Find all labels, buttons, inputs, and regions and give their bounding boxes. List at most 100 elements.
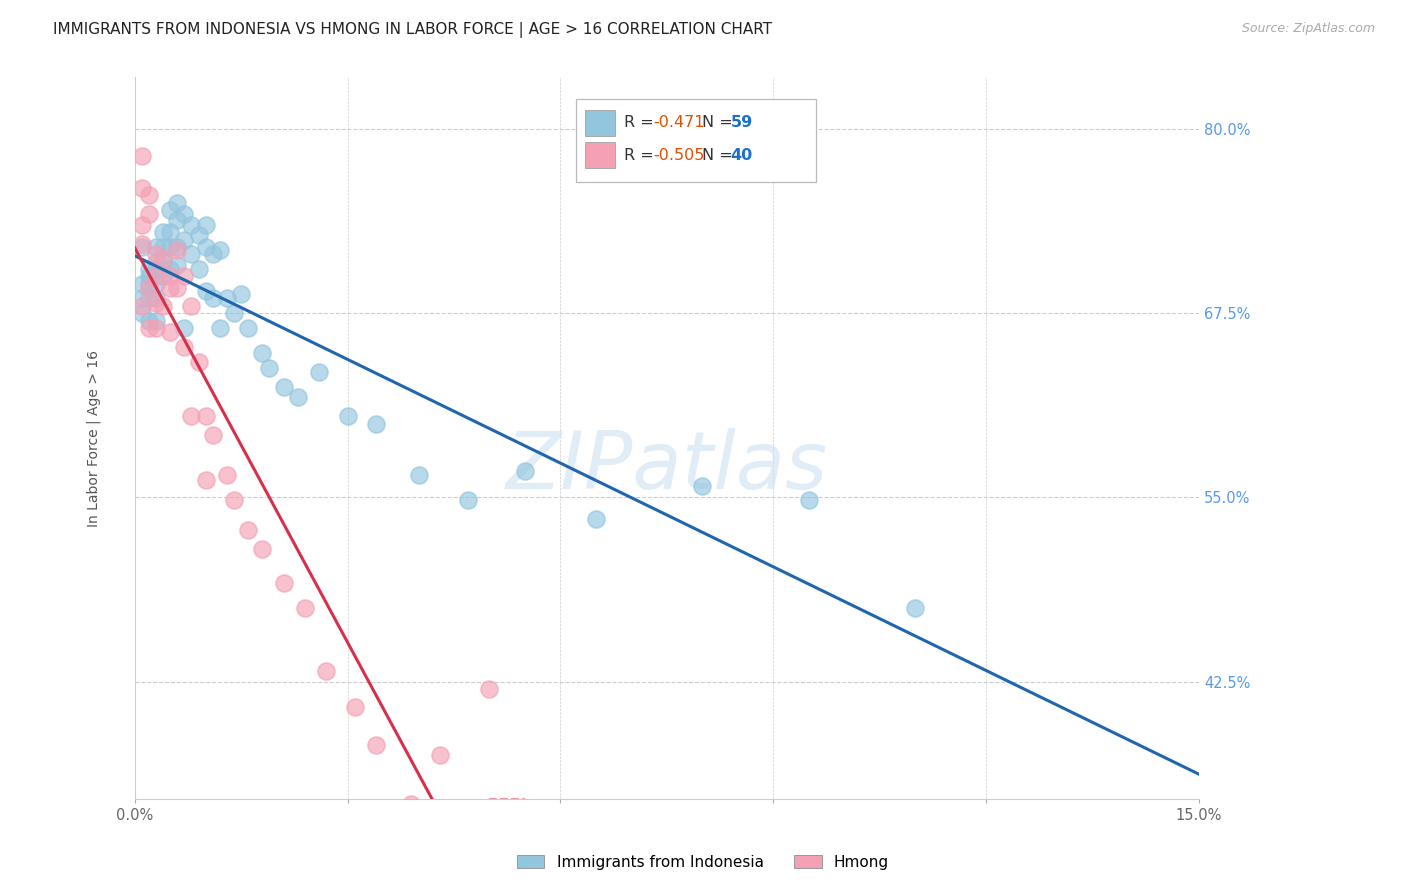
Point bbox=[222, 306, 245, 320]
Point bbox=[166, 258, 188, 272]
Point bbox=[194, 284, 217, 298]
Point bbox=[180, 299, 202, 313]
Point bbox=[138, 281, 160, 295]
Point bbox=[208, 321, 231, 335]
Point bbox=[131, 292, 153, 306]
Point bbox=[138, 188, 160, 202]
Text: 59: 59 bbox=[731, 115, 754, 130]
Point bbox=[145, 247, 167, 261]
Point bbox=[429, 748, 451, 763]
Point bbox=[138, 313, 160, 327]
Point bbox=[166, 240, 188, 254]
Point bbox=[513, 464, 536, 478]
Point bbox=[201, 292, 224, 306]
Point bbox=[308, 365, 330, 379]
FancyBboxPatch shape bbox=[576, 99, 815, 182]
Point bbox=[131, 148, 153, 162]
Point bbox=[401, 797, 423, 811]
Point bbox=[194, 473, 217, 487]
Point bbox=[166, 243, 188, 257]
Point bbox=[173, 321, 195, 335]
Point bbox=[187, 262, 209, 277]
Point bbox=[131, 277, 153, 291]
Text: R =: R = bbox=[624, 115, 659, 130]
Point bbox=[152, 225, 174, 239]
Point bbox=[145, 262, 167, 277]
Point bbox=[159, 262, 181, 277]
Point bbox=[904, 600, 927, 615]
Point bbox=[201, 428, 224, 442]
Point bbox=[294, 600, 316, 615]
Text: Source: ZipAtlas.com: Source: ZipAtlas.com bbox=[1241, 22, 1375, 36]
Point bbox=[173, 207, 195, 221]
Point bbox=[215, 292, 238, 306]
Point bbox=[159, 326, 181, 340]
Text: N =: N = bbox=[702, 148, 738, 163]
Point bbox=[797, 493, 820, 508]
Point bbox=[408, 468, 430, 483]
Point bbox=[259, 360, 281, 375]
Point bbox=[152, 269, 174, 284]
Point bbox=[152, 299, 174, 313]
Point bbox=[166, 195, 188, 210]
FancyBboxPatch shape bbox=[585, 143, 614, 169]
Point bbox=[478, 681, 501, 696]
Point bbox=[131, 240, 153, 254]
Point bbox=[194, 240, 217, 254]
Point bbox=[131, 299, 153, 313]
Point bbox=[180, 218, 202, 232]
Point bbox=[145, 254, 167, 268]
Point bbox=[364, 417, 387, 431]
Point bbox=[145, 313, 167, 327]
Point bbox=[145, 296, 167, 310]
Point bbox=[208, 243, 231, 257]
Point bbox=[194, 409, 217, 424]
Point bbox=[145, 240, 167, 254]
Point bbox=[222, 493, 245, 508]
Point bbox=[159, 240, 181, 254]
Text: -0.471: -0.471 bbox=[652, 115, 704, 130]
Point bbox=[138, 269, 160, 284]
Point bbox=[159, 269, 181, 284]
Point bbox=[287, 390, 309, 404]
Point bbox=[315, 665, 337, 679]
Point bbox=[138, 262, 160, 277]
Point bbox=[585, 512, 607, 526]
Point bbox=[180, 409, 202, 424]
Point bbox=[187, 355, 209, 369]
Point bbox=[173, 233, 195, 247]
Point bbox=[457, 493, 479, 508]
Text: 40: 40 bbox=[731, 148, 754, 163]
Legend: Immigrants from Indonesia, Hmong: Immigrants from Indonesia, Hmong bbox=[509, 847, 897, 877]
Point bbox=[173, 269, 195, 284]
Point bbox=[131, 181, 153, 195]
FancyBboxPatch shape bbox=[585, 110, 614, 136]
Point bbox=[252, 541, 274, 556]
Point bbox=[194, 218, 217, 232]
Point bbox=[159, 202, 181, 217]
Point bbox=[159, 281, 181, 295]
Text: -0.505: -0.505 bbox=[652, 148, 704, 163]
Point bbox=[131, 236, 153, 251]
Point bbox=[138, 277, 160, 291]
Point bbox=[238, 523, 260, 537]
Point bbox=[138, 321, 160, 335]
Point bbox=[273, 380, 295, 394]
Point bbox=[692, 478, 714, 492]
Point bbox=[152, 240, 174, 254]
Point bbox=[343, 699, 366, 714]
Point bbox=[173, 340, 195, 354]
Point bbox=[215, 468, 238, 483]
Point bbox=[138, 207, 160, 221]
Point bbox=[138, 292, 160, 306]
Point bbox=[166, 213, 188, 227]
Text: ZIPatlas: ZIPatlas bbox=[506, 428, 828, 507]
Y-axis label: In Labor Force | Age > 16: In Labor Force | Age > 16 bbox=[86, 350, 101, 527]
Point bbox=[131, 306, 153, 320]
Text: IMMIGRANTS FROM INDONESIA VS HMONG IN LABOR FORCE | AGE > 16 CORRELATION CHART: IMMIGRANTS FROM INDONESIA VS HMONG IN LA… bbox=[53, 22, 772, 38]
Point bbox=[145, 277, 167, 291]
Point bbox=[229, 287, 252, 301]
Point bbox=[152, 254, 174, 268]
Point bbox=[145, 292, 167, 306]
Text: R =: R = bbox=[624, 148, 659, 163]
